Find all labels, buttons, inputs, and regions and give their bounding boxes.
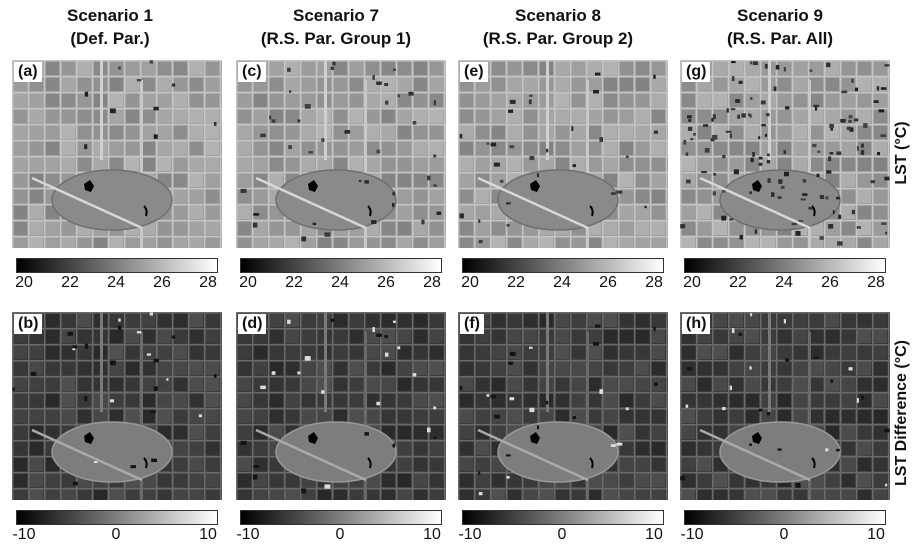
panel-tag: (a) [14,62,42,82]
scenario-subtitle: (R.S. Par. Group 1) [260,29,412,48]
colorbar-tick-label: 10 [867,526,885,543]
colorbar-tick-label: 22 [729,274,747,291]
scenario-title: Scenario 8 [515,6,601,25]
colorbar-tick-label: 28 [423,274,441,291]
scenario-title: Scenario 9 [737,6,823,25]
difference-colorbar [462,510,664,525]
colorbar-tick-label: -10 [680,526,704,543]
lst-colorbar [684,258,886,273]
lst-difference-map-image [236,312,446,500]
colorbar-tick-label: -10 [458,526,482,543]
lst-map-panel: (a) [12,60,222,248]
colorbar-tick-label: 26 [599,274,617,291]
lst-map-image [236,60,446,248]
colorbar-tick-label: 10 [423,526,441,543]
panel-tag: (h) [682,314,711,334]
colorbar-tick-label: 24 [107,274,125,291]
colorbar-tick-label: 28 [867,274,885,291]
lst-map-image [12,60,222,248]
colorbar-tick-label: 26 [377,274,395,291]
colorbar-tick-label: 24 [553,274,571,291]
scenario-title: Scenario 1 [67,6,153,25]
panel-tag: (g) [682,62,711,82]
scenario-subtitle: (R.S. Par. Group 2) [482,29,634,48]
lst-difference-map-panel: (b) [12,312,222,500]
colorbar-tick-label: 24 [775,274,793,291]
colorbar-tick-label: 22 [507,274,525,291]
lst-difference-map-panel: (d) [236,312,446,500]
colorbar-tick-label: -10 [236,526,260,543]
lst-map-panel: (g) [680,60,890,248]
colorbar-tick-label: 0 [557,526,567,543]
panel-tag: (e) [460,62,488,82]
difference-colorbar [684,510,886,525]
lst-difference-map-image [458,312,668,500]
column-title-4: Scenario 9 (R.S. Par. All) [680,4,880,50]
lst-map-panel: (c) [236,60,446,248]
colorbar-tick-label: 20 [683,274,701,291]
lst-colorbar [240,258,442,273]
scenario-title: Scenario 7 [293,6,379,25]
column-title-3: Scenario 8 (R.S. Par. Group 2) [458,4,658,50]
row-label-lst: LST (°C) [893,121,910,185]
colorbar-tick-label: 10 [645,526,663,543]
colorbar-tick-label: 0 [779,526,789,543]
colorbar-tick-label: 26 [153,274,171,291]
panel-tag: (b) [14,314,43,334]
column-title-2: Scenario 7 (R.S. Par. Group 1) [236,4,436,50]
colorbar-tick-label: 20 [461,274,479,291]
difference-colorbar [240,510,442,525]
lst-map-image [458,60,668,248]
colorbar-tick-label: 26 [821,274,839,291]
lst-map-image [680,60,890,248]
colorbar-tick-label: 22 [285,274,303,291]
row-label-lst-difference: LST Difference (°C) [893,340,910,486]
colorbar-tick-label: 0 [111,526,121,543]
colorbar-tick-label: 10 [199,526,217,543]
lst-difference-map-image [12,312,222,500]
lst-colorbar [462,258,664,273]
lst-colorbar [16,258,218,273]
scenario-subtitle: (Def. Par.) [70,29,150,48]
panel-tag: (c) [238,62,266,82]
colorbar-tick-label: 20 [239,274,257,291]
colorbar-tick-label: -10 [12,526,36,543]
panel-tag: (d) [238,314,267,334]
column-title-1: Scenario 1 (Def. Par.) [10,4,210,50]
colorbar-tick-label: 28 [199,274,217,291]
panel-tag: (f) [460,314,484,334]
colorbar-tick-label: 0 [335,526,345,543]
colorbar-tick-label: 22 [61,274,79,291]
difference-colorbar [16,510,218,525]
lst-difference-map-panel: (h) [680,312,890,500]
scenario-subtitle: (R.S. Par. All) [726,29,834,48]
lst-difference-map-panel: (f) [458,312,668,500]
colorbar-tick-label: 28 [645,274,663,291]
colorbar-tick-label: 20 [15,274,33,291]
lst-difference-map-image [680,312,890,500]
colorbar-tick-label: 24 [331,274,349,291]
lst-map-panel: (e) [458,60,668,248]
